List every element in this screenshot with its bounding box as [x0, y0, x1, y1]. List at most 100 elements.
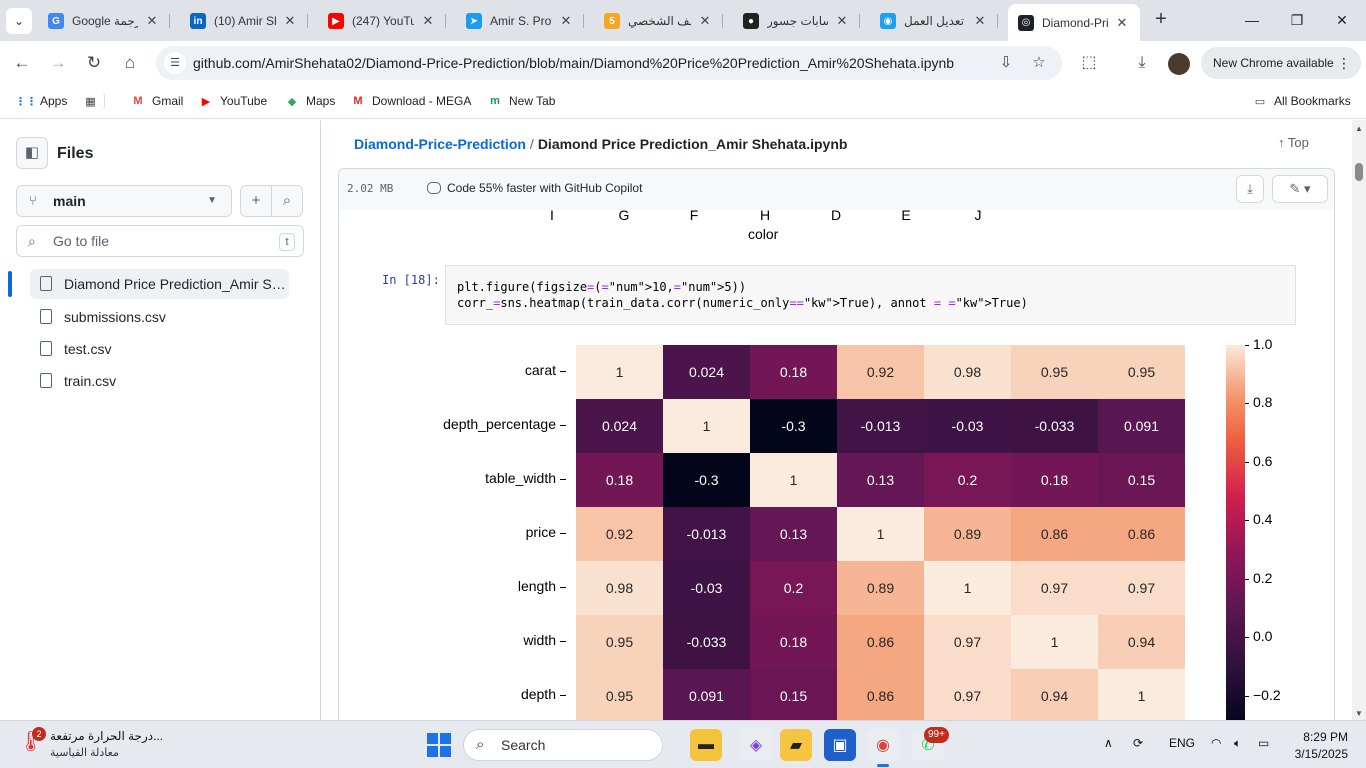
browser-tab[interactable]: G Google ترجمة ✕	[38, 6, 170, 36]
heatmap-cell: 0.95	[576, 669, 663, 720]
heatmap-row-label: depth	[326, 686, 566, 702]
tab-close-icon[interactable]: ✕	[836, 13, 848, 28]
language-indicator[interactable]: ENG	[1169, 736, 1196, 750]
heatmap-cell: 0.024	[663, 345, 750, 399]
extensions-icon[interactable]: ⬚	[1081, 54, 1097, 71]
sync-icon[interactable]: ⟳	[1133, 736, 1144, 750]
clock-date[interactable]: 3/15/2025	[1294, 747, 1348, 761]
search-files-button[interactable]: ⌕	[271, 185, 303, 217]
file-tree-item[interactable]: submissions.csv	[30, 302, 289, 332]
browser-tab[interactable]: ◎ Diamond-Price ✕	[1008, 4, 1140, 41]
bookmark-item[interactable]: ⋮⋮ Apps	[15, 93, 67, 109]
file-explorer-icon[interactable]: ▰	[780, 729, 812, 761]
browser-tab[interactable]: ● حسابات جسور ✕	[733, 6, 860, 36]
scroll-up-arrow-icon[interactable]: ▲	[1355, 124, 1363, 133]
wifi-icon[interactable]: ◠	[1211, 736, 1222, 750]
top-button[interactable]: ↑ Top	[1278, 135, 1309, 150]
browser-tab[interactable]: ▶ (247) YouTube ✕	[318, 6, 446, 36]
breadcrumb-separator: /	[529, 136, 534, 152]
new-chrome-available-button[interactable]: New Chrome available ⋮	[1201, 47, 1361, 79]
bookmark-icon: m	[490, 95, 500, 107]
prev-plot-xtick: I	[550, 207, 554, 223]
windows-start-icon[interactable]	[427, 733, 451, 757]
tab-close-icon[interactable]: ✕	[974, 13, 986, 28]
browser-tab[interactable]: ◉ تعديل العمل ✕	[870, 6, 998, 36]
chevron-up-icon[interactable]: ∧	[1104, 736, 1113, 750]
add-file-button[interactable]: +	[240, 185, 272, 217]
maximize-button[interactable]: ❐	[1290, 12, 1304, 28]
notification-badge: 99+	[924, 727, 949, 743]
url-text[interactable]: github.com/AmirShehata02/Diamond-Price-P…	[193, 55, 955, 71]
tab-close-icon[interactable]: ✕	[284, 13, 296, 28]
heatmap-cell: -0.013	[837, 399, 924, 453]
scrollbar-thumb[interactable]	[1355, 163, 1363, 181]
file-tree-item[interactable]: test.csv	[30, 334, 289, 364]
copilot-promo[interactable]: Code 55% faster with GitHub Copilot	[427, 181, 642, 195]
taskbar-search[interactable]: ⌕ Search	[463, 729, 663, 761]
weather-title[interactable]: درجة الحرارة مرتفعة...	[50, 729, 164, 743]
forward-arrow-icon[interactable]: →	[49, 53, 67, 72]
browser-tab[interactable]: ➤ Amir S. Profile ✕	[456, 6, 584, 36]
bookmark-item[interactable]: M Gmail	[130, 93, 183, 109]
site-info-icon[interactable]: ☰	[164, 52, 186, 74]
profile-avatar[interactable]	[1168, 53, 1190, 75]
go-to-file-input[interactable]: ⌕ Go to file t	[16, 225, 304, 257]
tab-close-icon[interactable]: ✕	[560, 13, 572, 28]
sidebar-collapse-icon[interactable]: ◧	[16, 137, 48, 169]
battery-icon[interactable]: ▭	[1258, 736, 1270, 750]
file-tree-item[interactable]: Diamond Price Prediction_Amir Shehata.ip…	[30, 269, 289, 299]
copilot-app-icon[interactable]: ◈	[740, 729, 772, 761]
downloads-icon[interactable]: ⤓	[1138, 54, 1146, 71]
heatmap-cell: 0.15	[1098, 453, 1185, 507]
browser-tab[interactable]: in (10) Amir Shehata ✕	[180, 6, 308, 36]
home-icon[interactable]: ⌂	[124, 53, 136, 72]
branch-selector[interactable]: ⑂ main ▼	[16, 185, 232, 217]
tab-close-icon[interactable]: ✕	[699, 13, 711, 28]
bookmark-item[interactable]: ▶ YouTube	[198, 93, 267, 109]
bookmark-star-icon[interactable]: ☆	[1032, 54, 1046, 71]
clock-time[interactable]: 8:29 PM	[1303, 730, 1348, 744]
bookmark-label: Gmail	[152, 94, 184, 108]
address-bar[interactable]: ☰ github.com/AmirShehata02/Diamond-Price…	[156, 46, 1062, 80]
active-app-indicator	[877, 764, 889, 767]
tab-favicon-icon: ◎	[1018, 14, 1034, 31]
chrome-menu-icon[interactable]: ⋮	[1337, 55, 1351, 71]
heatmap-cell: 0.091	[1098, 399, 1185, 453]
edit-file-button[interactable]: ✎ ▾	[1272, 175, 1328, 203]
heatmap-cell: 1	[663, 399, 750, 453]
chrome-icon[interactable]: ◉	[867, 729, 899, 761]
vertical-scrollbar[interactable]: ▲ ▼	[1352, 120, 1366, 720]
volume-icon[interactable]: 🔈︎	[1234, 736, 1242, 750]
download-raw-button[interactable]: ⤓	[1236, 175, 1264, 203]
tab-favicon-icon: in	[190, 13, 206, 29]
heatmap-cell: 0.98	[924, 345, 1011, 399]
install-app-icon[interactable]: ⇩	[999, 54, 1013, 71]
tab-close-icon[interactable]: ✕	[1116, 14, 1128, 30]
tab-search-button[interactable]: ⌄	[6, 8, 32, 34]
minimize-button[interactable]: —	[1245, 12, 1259, 28]
weather-subtitle[interactable]: معادلة القياسية	[50, 747, 119, 759]
colorbar-tick: 0.6	[1245, 453, 1272, 469]
bookmark-item[interactable]: ▦	[83, 93, 111, 109]
browser-tab[interactable]: 5 الملف الشخصي ✕	[594, 6, 723, 36]
reload-icon[interactable]: ↻	[86, 53, 102, 72]
tab-strip: ⌄ G Google ترجمة ✕ in (10) Amir Shehata ✕ ▶ (24…	[0, 0, 1366, 41]
close-window-button[interactable]: ✕	[1336, 12, 1348, 28]
search-icon: ⌕	[28, 233, 36, 249]
file-icon	[40, 373, 52, 388]
back-arrow-icon[interactable]: ←	[13, 53, 31, 72]
bookmark-item[interactable]: m New Tab	[487, 93, 555, 109]
breadcrumb-repo-link[interactable]: Diamond-Price-Prediction	[354, 136, 526, 152]
file-tree-item[interactable]: train.csv	[30, 366, 289, 396]
scroll-down-arrow-icon[interactable]: ▼	[1355, 709, 1363, 718]
heatmap-cell: -0.3	[663, 453, 750, 507]
tab-close-icon[interactable]: ✕	[422, 13, 434, 28]
new-tab-button[interactable]: +	[1155, 8, 1167, 30]
store-icon[interactable]: ▣	[824, 729, 856, 761]
all-bookmarks-button[interactable]: ▭ All Bookmarks	[1252, 93, 1351, 109]
bookmark-item[interactable]: M Download - MEGA	[350, 93, 471, 109]
widgets-icon[interactable]: ▬	[690, 729, 722, 761]
heatmap-cell: 0.95	[1098, 345, 1185, 399]
bookmark-item[interactable]: ◆ Maps	[284, 93, 336, 109]
tab-close-icon[interactable]: ✕	[146, 13, 158, 28]
